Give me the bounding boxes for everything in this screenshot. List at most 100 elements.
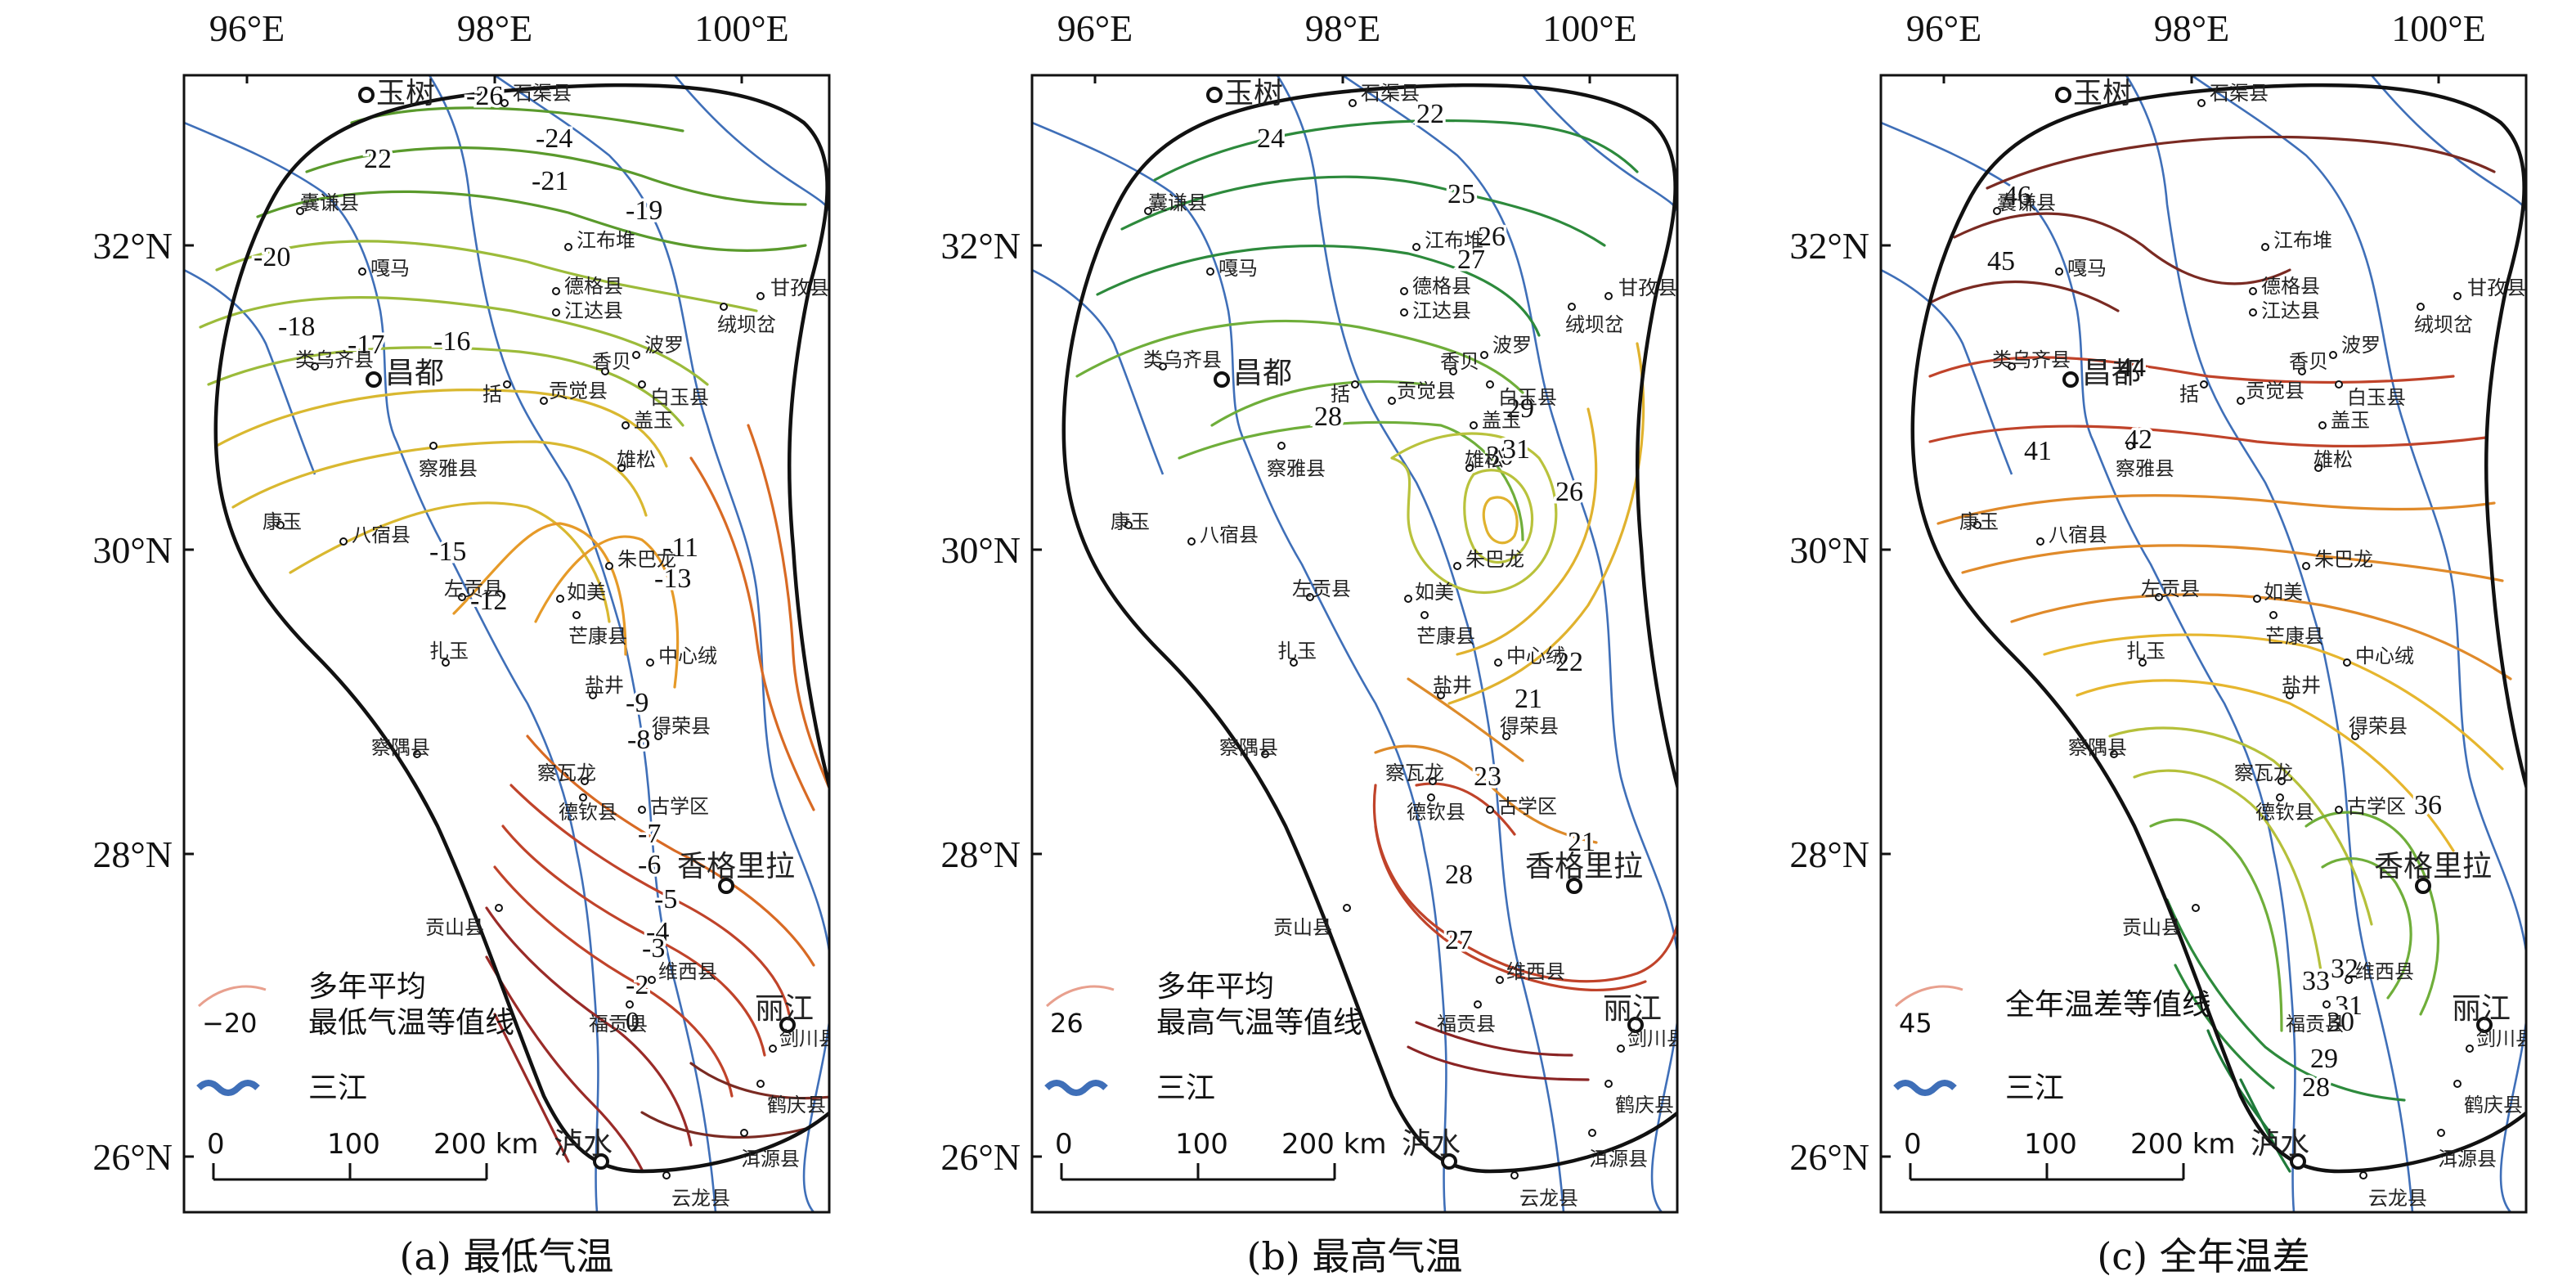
city-marker [2253, 595, 2261, 603]
contour-label: -17 [348, 330, 384, 360]
city-label: 丽江 [755, 992, 814, 1026]
city-label: 波罗 [1492, 334, 1532, 357]
city-label: 嘎马 [1218, 257, 1258, 280]
legend-title: 全年温差等值线 [2005, 988, 2211, 1022]
contour-line [1374, 824, 1647, 991]
contour-line [1075, 319, 1524, 394]
city-marker [1420, 611, 1429, 619]
contour-label: -18 [278, 312, 315, 342]
panel-caption: (a) 最低气温 [400, 1234, 614, 1278]
study-area-boundary [1061, 83, 1677, 1174]
city-marker-major [2415, 878, 2431, 894]
city-marker-major [358, 87, 375, 103]
city-label: 芒康县 [2265, 625, 2324, 648]
city-marker [1617, 1045, 1625, 1053]
city-label: 福贡县 [589, 1013, 648, 1036]
city-label: 朱巴龙 [1465, 548, 1524, 571]
city-label: 剑川县 [779, 1027, 838, 1050]
city-marker [1993, 207, 2001, 215]
contour-line [1374, 744, 1598, 844]
city-label: 德钦县 [1407, 801, 1465, 824]
city-marker [564, 243, 572, 251]
city-label: 福贡县 [1437, 1013, 1496, 1036]
city-label: 盐井 [585, 674, 624, 697]
legend-river-label: 三江 [308, 1072, 367, 1105]
city-marker [276, 521, 285, 529]
city-label: 左贡县 [2141, 577, 2200, 600]
city-marker [1470, 421, 1478, 429]
legend-value: 45 [1899, 1008, 1932, 1039]
city-label: 丽江 [2452, 992, 2511, 1026]
contour-label: -13 [654, 564, 691, 594]
city-marker [540, 397, 548, 405]
contour-line [1953, 212, 2291, 285]
contour-line [501, 824, 766, 1057]
contour-label: 21 [1515, 684, 1542, 714]
city-label: 芒康县 [568, 625, 627, 648]
contour-label: 27 [1445, 925, 1473, 955]
contour-line [1961, 544, 2504, 582]
city-marker [311, 362, 319, 371]
city-marker [622, 421, 630, 429]
city-marker [339, 537, 348, 546]
contour-line [534, 535, 680, 689]
city-marker [1412, 243, 1420, 251]
city-marker [1343, 904, 1351, 912]
city-marker [648, 976, 656, 984]
city-marker [2138, 658, 2147, 667]
city-marker [1449, 367, 1457, 375]
contour-line [215, 240, 758, 312]
contour-line [2149, 818, 2283, 1032]
contour-label: -21 [532, 166, 568, 196]
river-line [2125, 75, 2414, 1212]
contour-label: -9 [626, 688, 648, 718]
contour-label: 29 [2310, 1044, 2338, 1074]
city-label: 康玉 [1959, 510, 1999, 533]
contour-label: 28 [2302, 1072, 2330, 1103]
contour-line [289, 501, 611, 623]
city-label: 察瓦龙 [1385, 762, 1444, 784]
legend-river-label: 三江 [1156, 1072, 1215, 1105]
city-marker [1502, 732, 1510, 740]
city-label: 玉树 [1224, 77, 1283, 110]
city-label: 玉树 [2073, 77, 2132, 110]
city-marker [1351, 380, 1359, 389]
city-marker-major [779, 1017, 796, 1033]
city-marker [1349, 99, 1357, 107]
city-marker [1568, 303, 1576, 311]
city-marker [552, 287, 560, 295]
contour-line [1096, 245, 1541, 337]
city-marker [2318, 421, 2327, 429]
city-label: 贡山县 [1273, 916, 1332, 939]
scale-bar-label: 0 [207, 1128, 225, 1161]
contour-line [689, 456, 815, 811]
contour-line [2010, 593, 2512, 681]
city-label: 扎玉 [429, 640, 469, 663]
contour-line [640, 1111, 807, 1139]
contour-label: 28 [1314, 402, 1342, 432]
contour-line [1463, 469, 1534, 564]
city-marker [2249, 308, 2257, 317]
contour-label: -12 [470, 586, 507, 616]
city-label: 德格县 [2261, 275, 2320, 298]
city-label: 得荣县 [1500, 715, 1559, 738]
contour-line [509, 784, 791, 1016]
city-marker [756, 1080, 765, 1088]
city-marker [2278, 777, 2286, 785]
river-line [1342, 75, 1677, 1212]
city-marker [2126, 442, 2134, 450]
legend-title: 多年平均 [1156, 970, 1274, 1004]
city-label: 雄松 [2313, 448, 2353, 471]
city-label: 中心绒 [658, 645, 717, 667]
contour-label: 32 [2331, 954, 2358, 984]
city-marker-major [1206, 87, 1223, 103]
river-line [1881, 121, 2296, 1212]
lon-label: 98°E [457, 7, 533, 49]
city-marker [500, 99, 509, 107]
city-label: 香格里拉 [1525, 850, 1643, 883]
